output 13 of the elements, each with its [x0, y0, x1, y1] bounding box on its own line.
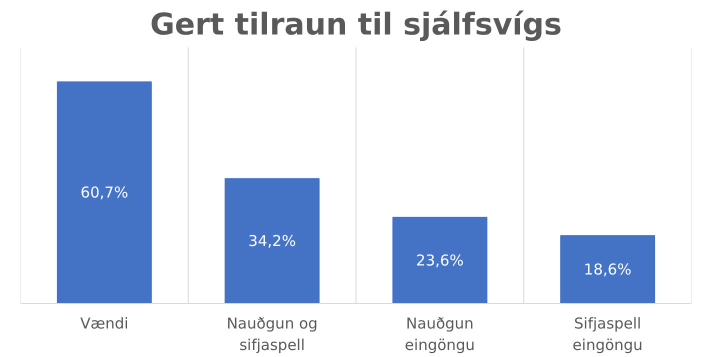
- data-label: 23,6%: [416, 251, 464, 270]
- data-label: 60,7%: [80, 184, 128, 202]
- x-tick-label: Nauðgun eingöngu: [404, 314, 475, 354]
- chart-title: Gert tilraun til sjálfsvígs: [150, 8, 562, 42]
- data-label: 18,6%: [584, 260, 632, 279]
- bar: [560, 235, 656, 304]
- bar: [224, 178, 320, 304]
- x-tick-label: Vændi: [80, 314, 128, 332]
- bar: [392, 216, 488, 304]
- x-tick-label: Sifjaspell eingöngu: [572, 314, 643, 354]
- x-tick-label: Nauðgun og sifjaspell: [226, 314, 318, 354]
- data-label: 34,2%: [248, 232, 296, 250]
- bar: [56, 81, 152, 304]
